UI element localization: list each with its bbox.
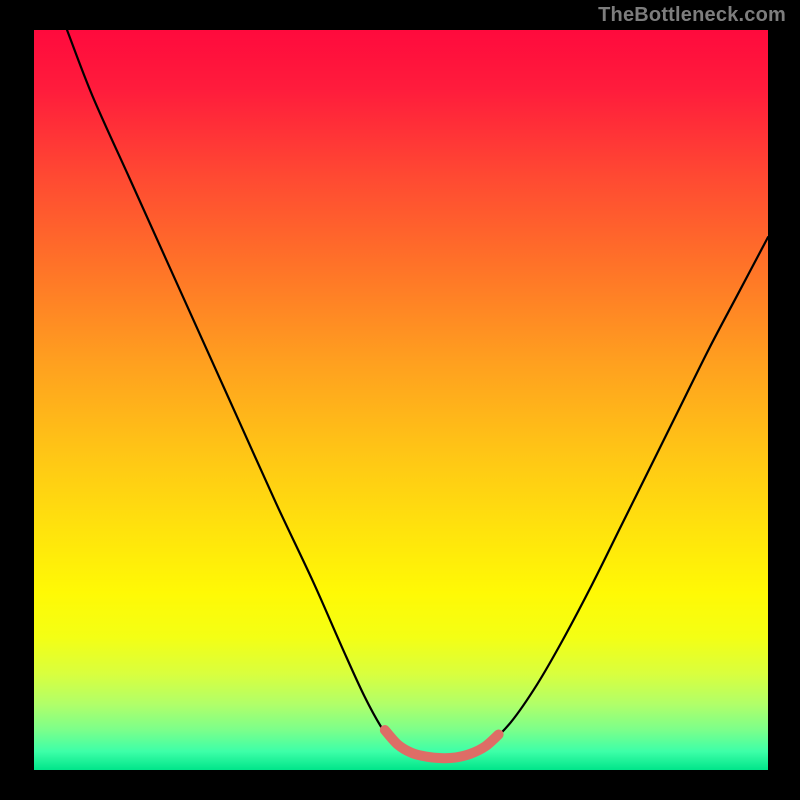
chart-plot-area [34, 30, 768, 770]
bottleneck-chart-svg [34, 30, 768, 770]
watermark-text: TheBottleneck.com [598, 4, 786, 27]
gradient-background [34, 30, 768, 770]
canvas-background: TheBottleneck.com [0, 0, 800, 800]
